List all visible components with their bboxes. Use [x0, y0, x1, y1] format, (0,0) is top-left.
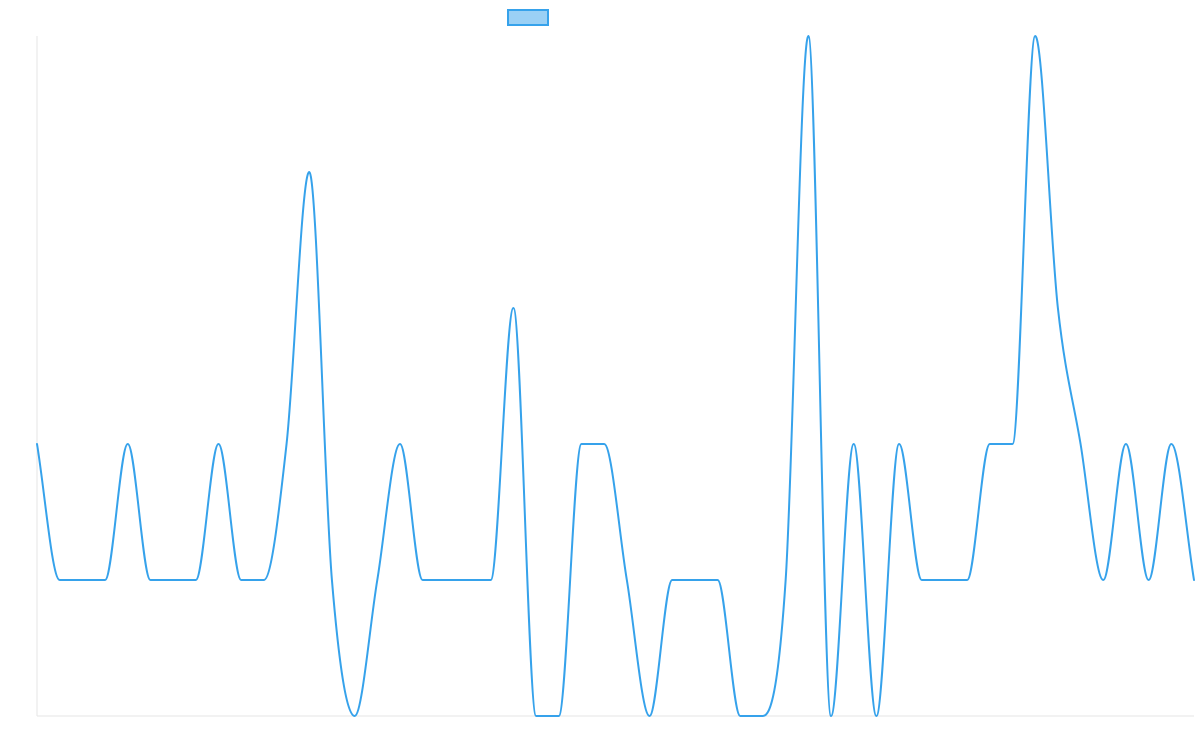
chart-legend[interactable]	[507, 9, 549, 26]
series-line-0	[36, 35, 1195, 717]
legend-swatch[interactable]	[507, 9, 549, 26]
chart-series	[36, 35, 1195, 717]
chart-axes	[36, 36, 1194, 717]
